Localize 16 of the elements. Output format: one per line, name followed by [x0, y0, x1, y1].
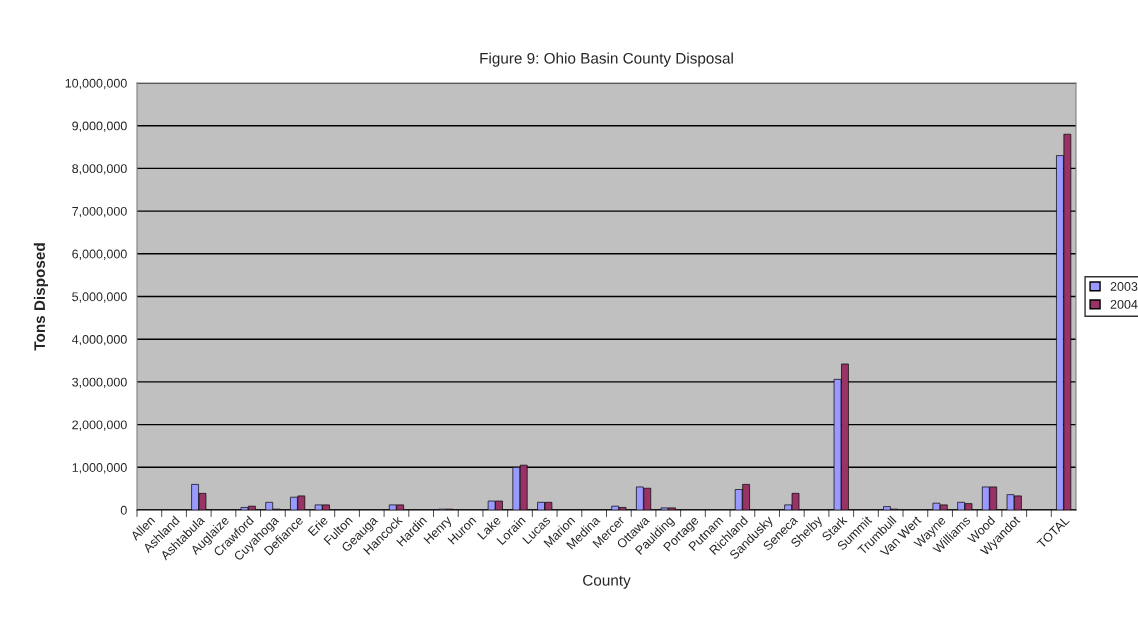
y-tick-label: 6,000,000	[72, 249, 127, 260]
y-tick-label: 8,000,000	[72, 164, 127, 175]
y-tick-label: 1,000,000	[72, 463, 127, 474]
y-tick-label: 4,000,000	[71, 335, 127, 346]
x-axis-title: County	[583, 574, 631, 589]
y-tick-label: 9,000,000	[72, 121, 127, 132]
legend-label: 2003	[1110, 282, 1138, 291]
legend-label: 2004	[1110, 299, 1138, 309]
y-tick-label: 2,000,000	[72, 420, 127, 431]
y-axis-title: Tons Disposed	[33, 243, 49, 351]
y-tick-label: 7,000,000	[72, 206, 127, 218]
y-tick-label: 5,000,000	[72, 292, 127, 303]
y-tick-label: 3,000,000	[72, 377, 127, 389]
chart-title: Figure 9: Ohio Basin County Disposal	[480, 52, 733, 67]
y-tick-label: 0	[120, 505, 127, 515]
y-tick-label: 10,000,000	[65, 78, 127, 90]
